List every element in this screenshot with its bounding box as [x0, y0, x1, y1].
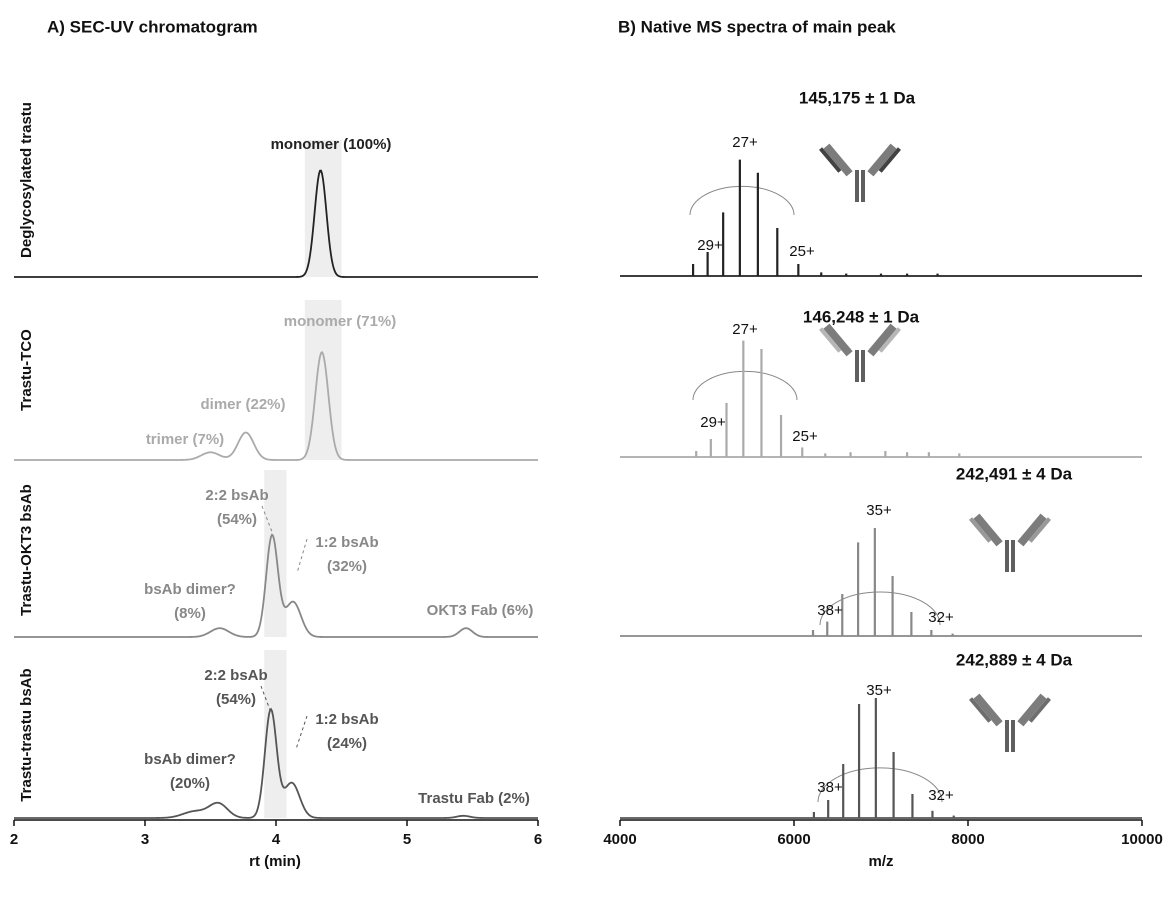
envelope-arc: [819, 591, 941, 626]
peak-annotation: monomer (71%): [284, 313, 397, 330]
icon-arm: [823, 143, 853, 177]
antibody-icon: [969, 693, 1051, 752]
icon-arm-light: [819, 327, 842, 353]
x-tick-label: 8000: [951, 831, 984, 848]
antibody-icon: [819, 143, 901, 202]
peak-annotation: (32%): [327, 558, 367, 575]
envelope-arc: [692, 370, 798, 401]
icon-arm: [973, 513, 1003, 547]
mass-label: 146,248 ± 1 Da: [803, 307, 920, 326]
peak-annotation: bsAb dimer?: [144, 581, 236, 598]
charge-label: 38+: [817, 779, 843, 796]
icon-arm: [973, 693, 1003, 727]
peak-annotation: (24%): [327, 735, 367, 752]
icon-arm-light: [819, 147, 842, 173]
x-tick-label: 6000: [777, 831, 810, 848]
peak-annotation: (54%): [217, 511, 257, 528]
peak-annotation: 2:2 bsAb: [205, 487, 268, 504]
icon-stem: [1005, 720, 1009, 752]
leader: [295, 715, 308, 751]
x-tick-label: 3: [141, 831, 149, 848]
peak-annotation: (8%): [174, 605, 206, 622]
envelope-arc: [817, 767, 943, 803]
x-tick-label: 4: [272, 831, 281, 848]
peak-annotation: 1:2 bsAb: [315, 534, 378, 551]
peak-annotation: Trastu Fab (2%): [418, 790, 530, 807]
icon-arm: [1017, 693, 1047, 727]
trace: [14, 350, 538, 461]
x-tick-label: 2: [10, 831, 18, 848]
peak-annotation: trimer (7%): [146, 431, 224, 448]
peak-annotation: bsAb dimer?: [144, 751, 236, 768]
charge-label: 27+: [732, 134, 758, 151]
charge-label: 29+: [700, 414, 726, 431]
icon-stem: [1011, 540, 1015, 572]
icon-arm-light: [1028, 517, 1051, 543]
icon-arm: [1017, 513, 1047, 547]
x-tick-label: 10000: [1121, 831, 1163, 848]
envelope-arc: [689, 185, 795, 216]
x-tick-label: 6: [534, 831, 542, 848]
icon-arm-light: [878, 147, 901, 173]
charge-label: 25+: [789, 243, 815, 260]
icon-stem: [855, 350, 859, 382]
icon-stem: [861, 170, 865, 202]
x-axis-label: m/z: [868, 853, 893, 870]
icon-arm-light: [969, 517, 992, 543]
panel-title: B) Native MS spectra of main peak: [618, 17, 896, 36]
icon-stem: [861, 350, 865, 382]
peak-annotation: (20%): [170, 775, 210, 792]
trace-name: Deglycosylated trastu: [18, 102, 35, 258]
mass-label: 242,491 ± 4 Da: [956, 464, 1073, 483]
charge-label: 35+: [866, 682, 892, 699]
charge-label: 29+: [697, 237, 723, 254]
peak-annotation: 1:2 bsAb: [315, 711, 378, 728]
peak-annotation: monomer (100%): [271, 136, 392, 153]
x-axis-label: rt (min): [249, 853, 301, 870]
x-tick-label: 5: [403, 831, 411, 848]
charge-label: 38+: [817, 602, 843, 619]
icon-arm: [823, 323, 853, 357]
charge-label: 32+: [928, 609, 954, 626]
panel-title: A) SEC-UV chromatogram: [47, 17, 258, 36]
leader: [296, 538, 308, 574]
trace: [14, 707, 538, 819]
antibody-icon: [969, 513, 1051, 572]
mass-label: 242,889 ± 4 Da: [956, 650, 1073, 669]
charge-label: 35+: [866, 502, 892, 519]
icon-arm-light: [878, 327, 901, 353]
trace: [14, 533, 538, 638]
peak-annotation: 2:2 bsAb: [204, 667, 267, 684]
icon-arm-light: [969, 697, 992, 723]
trace: [14, 169, 538, 278]
trace-name: Trastu-TCO: [18, 329, 35, 411]
charge-label: 32+: [928, 787, 954, 804]
icon-arm-light: [1028, 697, 1051, 723]
icon-arm: [867, 323, 897, 357]
icon-stem: [1005, 540, 1009, 572]
trace-name: Trastu-trastu bsAb: [18, 668, 35, 801]
charge-label: 27+: [732, 321, 758, 338]
leader: [260, 685, 272, 713]
icon-arm: [867, 143, 897, 177]
icon-stem: [855, 170, 859, 202]
trace-name: Trastu-OKT3 bsAb: [18, 484, 35, 616]
antibody-icon: [819, 323, 901, 382]
x-tick-label: 4000: [603, 831, 636, 848]
peak-annotation: dimer (22%): [200, 396, 285, 413]
charge-label: 25+: [792, 428, 818, 445]
peak-annotation: OKT3 Fab (6%): [427, 602, 534, 619]
leader: [261, 505, 273, 533]
mass-label: 145,175 ± 1 Da: [799, 88, 916, 107]
peak-annotation: (54%): [216, 691, 256, 708]
icon-stem: [1011, 720, 1015, 752]
